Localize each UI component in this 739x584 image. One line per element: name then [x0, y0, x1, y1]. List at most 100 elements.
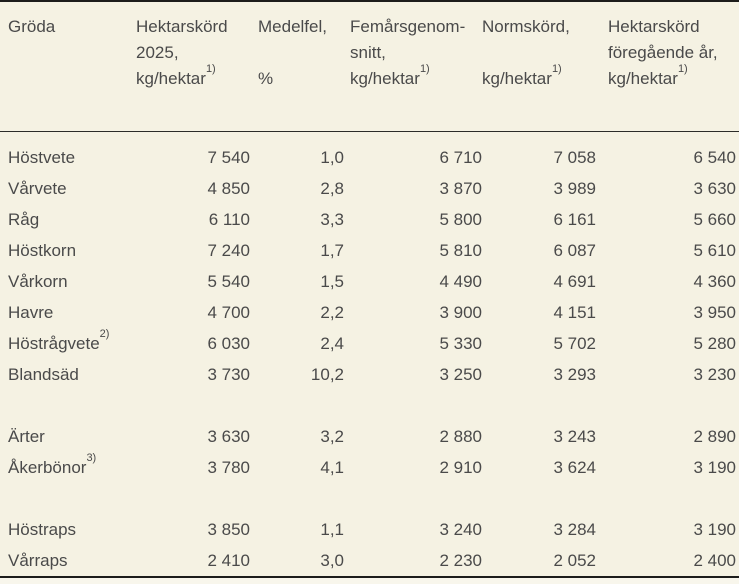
femarsgenomsnitt-cell: 5 330 [439, 334, 482, 353]
hektarskord-2025-cell: 2 410 [207, 551, 250, 570]
group-separator-row [0, 483, 739, 514]
crop-cell: Höstraps [0, 514, 136, 545]
table-row-hostvete: Höstvete 7 540 1,0 6 710 7 058 6 540 [0, 142, 739, 173]
table-body: Höstvete 7 540 1,0 6 710 7 058 6 540 Vår… [0, 132, 739, 577]
table-row-havre: Havre 4 700 2,2 3 900 4 151 3 950 [0, 297, 739, 328]
crop-cell: Vårraps [0, 545, 136, 576]
crop-name: Åkerbönor [8, 458, 87, 477]
femarsgenomsnitt-cell: 2 910 [439, 458, 482, 477]
foregaende-ar-cell: 5 280 [693, 334, 736, 353]
header-line: Normskörd, [482, 17, 570, 36]
header-line [258, 40, 344, 66]
crop-cell: Vårkorn [0, 266, 136, 297]
crop-name: Vårkorn [8, 272, 68, 291]
crop-cell: Råg [0, 204, 136, 235]
header-line: kg/hektar1) [482, 63, 596, 92]
crop-cell: Höstkorn [0, 235, 136, 266]
header-line: % [258, 66, 344, 92]
crop-cell: Vårvete [0, 173, 136, 204]
header-row: Gröda Hektarskörd 2025, kg/hektar1) Mede… [0, 2, 739, 132]
foregaende-ar-cell: 2 400 [693, 551, 736, 570]
normskord-cell: 7 058 [553, 148, 596, 167]
crop-name: Höstraps [8, 520, 77, 539]
femarsgenomsnitt-cell: 3 870 [439, 179, 482, 198]
column-header-femarsgenomsnitt: Femårsgenom- snitt, kg/hektar1) [344, 2, 482, 132]
medelfel-cell: 2,2 [320, 303, 344, 322]
footnote-marker: 1) [551, 63, 562, 76]
crop-cell: Höstrågvete2) [0, 328, 136, 359]
column-header-groda: Gröda [0, 2, 136, 132]
table-row-varkorn: Vårkorn 5 540 1,5 4 490 4 691 4 360 [0, 266, 739, 297]
crop-name: Blandsäd [8, 365, 79, 384]
table-row-hostragvete: Höstrågvete2) 6 030 2,4 5 330 5 702 5 28… [0, 328, 739, 359]
crop-cell: Höstvete [0, 142, 136, 173]
femarsgenomsnitt-cell: 5 810 [439, 241, 482, 260]
crop-name: Höstvete [8, 148, 76, 167]
hektarskord-2025-cell: 5 540 [207, 272, 250, 291]
crop-name: Havre [8, 303, 54, 322]
foregaende-ar-cell: 2 890 [693, 427, 736, 446]
page-background-strip [0, 578, 739, 584]
normskord-cell: 2 052 [553, 551, 596, 570]
column-header-normskord: Normskörd, kg/hektar1) [482, 2, 596, 132]
femarsgenomsnitt-cell: 2 880 [439, 427, 482, 446]
hektarskord-2025-cell: 3 730 [207, 365, 250, 384]
column-header-hektarskord-2025: Hektarskörd 2025, kg/hektar1) [136, 2, 250, 132]
crop-cell: Blandsäd [0, 359, 136, 390]
footnote-marker: 1) [419, 63, 430, 76]
header-line [8, 66, 136, 92]
header-line: föregående år, [608, 43, 718, 62]
normskord-cell: 3 989 [553, 179, 596, 198]
table-row-rag: Råg 6 110 3,3 5 800 6 161 5 660 [0, 204, 739, 235]
crop-name: Höstrågvete [8, 334, 100, 353]
foregaende-ar-cell: 3 230 [693, 365, 736, 384]
hektarskord-2025-cell: 6 030 [207, 334, 250, 353]
foregaende-ar-cell: 3 190 [693, 520, 736, 539]
header-line: Hektarskörd [608, 17, 700, 36]
normskord-cell: 3 243 [553, 427, 596, 446]
foregaende-ar-cell: 5 660 [693, 210, 736, 229]
header-line: kg/hektar1) [350, 63, 482, 92]
header-unit: kg/hektar [608, 69, 678, 88]
medelfel-cell: 10,2 [310, 365, 344, 384]
normskord-cell: 4 151 [553, 303, 596, 322]
header-line: Hektarskörd [136, 17, 228, 36]
hektarskord-2025-cell: 7 540 [207, 148, 250, 167]
header-unit: % [258, 69, 274, 88]
normskord-cell: 3 624 [553, 458, 596, 477]
medelfel-cell: 1,1 [320, 520, 344, 539]
table-row-varvete: Vårvete 4 850 2,8 3 870 3 989 3 630 [0, 173, 739, 204]
foregaende-ar-cell: 5 610 [693, 241, 736, 260]
header-line: snitt, [350, 43, 386, 62]
femarsgenomsnitt-cell: 4 490 [439, 272, 482, 291]
femarsgenomsnitt-cell: 6 710 [439, 148, 482, 167]
column-header-medelfel: Medelfel, % [250, 2, 344, 132]
header-line: Gröda [8, 17, 56, 36]
crop-cell: Åkerbönor3) [0, 452, 136, 483]
medelfel-cell: 2,8 [320, 179, 344, 198]
medelfel-cell: 1,0 [320, 148, 344, 167]
footnote-marker: 1) [677, 63, 688, 76]
foregaende-ar-cell: 6 540 [693, 148, 736, 167]
table-row-akerbonor: Åkerbönor3) 3 780 4,1 2 910 3 624 3 190 [0, 452, 739, 483]
hektarskord-2025-cell: 3 630 [207, 427, 250, 446]
foregaende-ar-cell: 4 360 [693, 272, 736, 291]
hektarskord-2025-cell: 3 850 [207, 520, 250, 539]
crop-name: Höstkorn [8, 241, 77, 260]
normskord-cell: 4 691 [553, 272, 596, 291]
crop-name: Råg [8, 210, 40, 229]
femarsgenomsnitt-cell: 2 230 [439, 551, 482, 570]
header-line: 2025, [136, 43, 179, 62]
column-header-hektarskord-foregaende-ar: Hektarskörd föregående år, kg/hektar1) [596, 2, 739, 132]
femarsgenomsnitt-cell: 3 240 [439, 520, 482, 539]
header-unit: kg/hektar [136, 69, 206, 88]
header-line: kg/hektar1) [608, 63, 739, 92]
table-row-hostkorn: Höstkorn 7 240 1,7 5 810 6 087 5 610 [0, 235, 739, 266]
crop-name: Vårvete [8, 179, 67, 198]
table-row-arter: Ärter 3 630 3,2 2 880 3 243 2 890 [0, 421, 739, 452]
crop-name: Ärter [8, 427, 45, 446]
normskord-cell: 6 161 [553, 210, 596, 229]
foregaende-ar-cell: 3 190 [693, 458, 736, 477]
header-unit: kg/hektar [482, 69, 552, 88]
